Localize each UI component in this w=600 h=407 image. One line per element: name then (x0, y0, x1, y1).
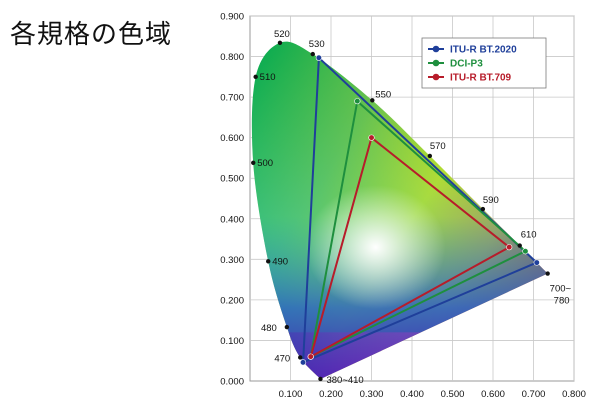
y-tick-label: 0.400 (220, 214, 244, 225)
gamut-vertex-0-1 (315, 54, 322, 61)
wavelength-label: 500 (257, 158, 273, 169)
gamut-vertex-0-0 (533, 259, 540, 266)
wavelength-label: 510 (260, 72, 276, 83)
gamut-vertex-1-0 (522, 248, 529, 255)
gamut-triangle-1 (309, 100, 527, 358)
x-tick-label: 0.300 (360, 389, 384, 400)
legend: ITU-R BT.2020 DCI-P3 ITU-R BT.709 (421, 37, 547, 89)
gamut-vertex-2-2 (307, 353, 314, 360)
page-title: 各規格の色域 (10, 19, 173, 49)
wavelength-label: 530 (309, 39, 325, 50)
locus-point-9 (427, 153, 433, 159)
x-tick-label: 0.100 (279, 389, 303, 400)
x-tick-label: 0.500 (441, 389, 465, 400)
locus-point-12 (545, 271, 550, 276)
locus-point-1 (298, 355, 303, 360)
y-tick-label: 0.000 (220, 377, 244, 388)
x-tick-label: 0.700 (522, 389, 546, 400)
gamut-vertex-2-1 (368, 134, 375, 141)
legend-marker (432, 45, 440, 53)
legend-label: ITU-R BT.709 (450, 73, 512, 84)
wavelength-label: 470 (274, 353, 290, 364)
locus-point-6 (277, 40, 283, 45)
locus-point-10 (480, 206, 486, 212)
locus-point-4 (251, 160, 256, 166)
wavelength-label: 480 (261, 323, 277, 334)
locus-point-5 (253, 74, 258, 80)
gamut-vertex-1-1 (354, 98, 361, 105)
white-point-glow (305, 185, 446, 310)
wavelength-label: 610 (521, 230, 537, 241)
locus-point-8 (370, 98, 375, 103)
locus-point-11 (517, 243, 522, 248)
x-tick-label: 0.600 (481, 389, 505, 400)
wavelength-labels: 380~410 470 480 490 500 510 520 530 550 570 590 610… (251, 29, 572, 386)
gamut-triangles (299, 54, 540, 366)
wavelength-label: 700~ 780 (550, 284, 572, 307)
y-tick-label: 0.700 (220, 93, 244, 104)
y-tick-label: 0.200 (220, 295, 244, 306)
y-tick-label: 0.600 (220, 133, 244, 144)
locus-point-2 (284, 324, 290, 330)
x-tick-label: 0.200 (319, 389, 343, 400)
wavelength-label: 490 (272, 256, 288, 267)
wavelength-label: 570 (430, 141, 446, 152)
wavelength-label: 590 (483, 195, 499, 206)
wavelength-label: 550 (375, 89, 391, 100)
x-tick-label: 0.800 (562, 389, 586, 400)
y-tick-label: 0.100 (220, 336, 244, 347)
legend-marker (432, 73, 440, 81)
x-tick-label: 0.400 (400, 389, 424, 400)
y-tick-label: 0.800 (220, 52, 244, 63)
gamut-triangle-0 (302, 56, 538, 364)
gamut-vertex-0-2 (299, 359, 307, 366)
gamut-vertex-2-0 (506, 244, 513, 251)
locus-point-7 (310, 51, 315, 57)
y-tick-label: 0.300 (220, 255, 244, 266)
wavelength-label: 520 (274, 29, 290, 40)
y-tick-label: 0.900 (220, 12, 244, 23)
y-tick-label: 0.500 (220, 174, 244, 185)
wavelength-label: 380~410 (326, 375, 363, 386)
locus-point-3 (266, 259, 271, 264)
locus-point-0 (318, 376, 323, 382)
legend-label: ITU-R BT.2020 (450, 45, 517, 56)
gamut-triangle-2 (309, 136, 511, 358)
legend-marker (432, 59, 440, 67)
axes: 0.100 0.200 0.300 0.400 0.500 0.600 0.700 0.800… (220, 12, 586, 401)
legend-label: DCI-P3 (450, 59, 483, 70)
